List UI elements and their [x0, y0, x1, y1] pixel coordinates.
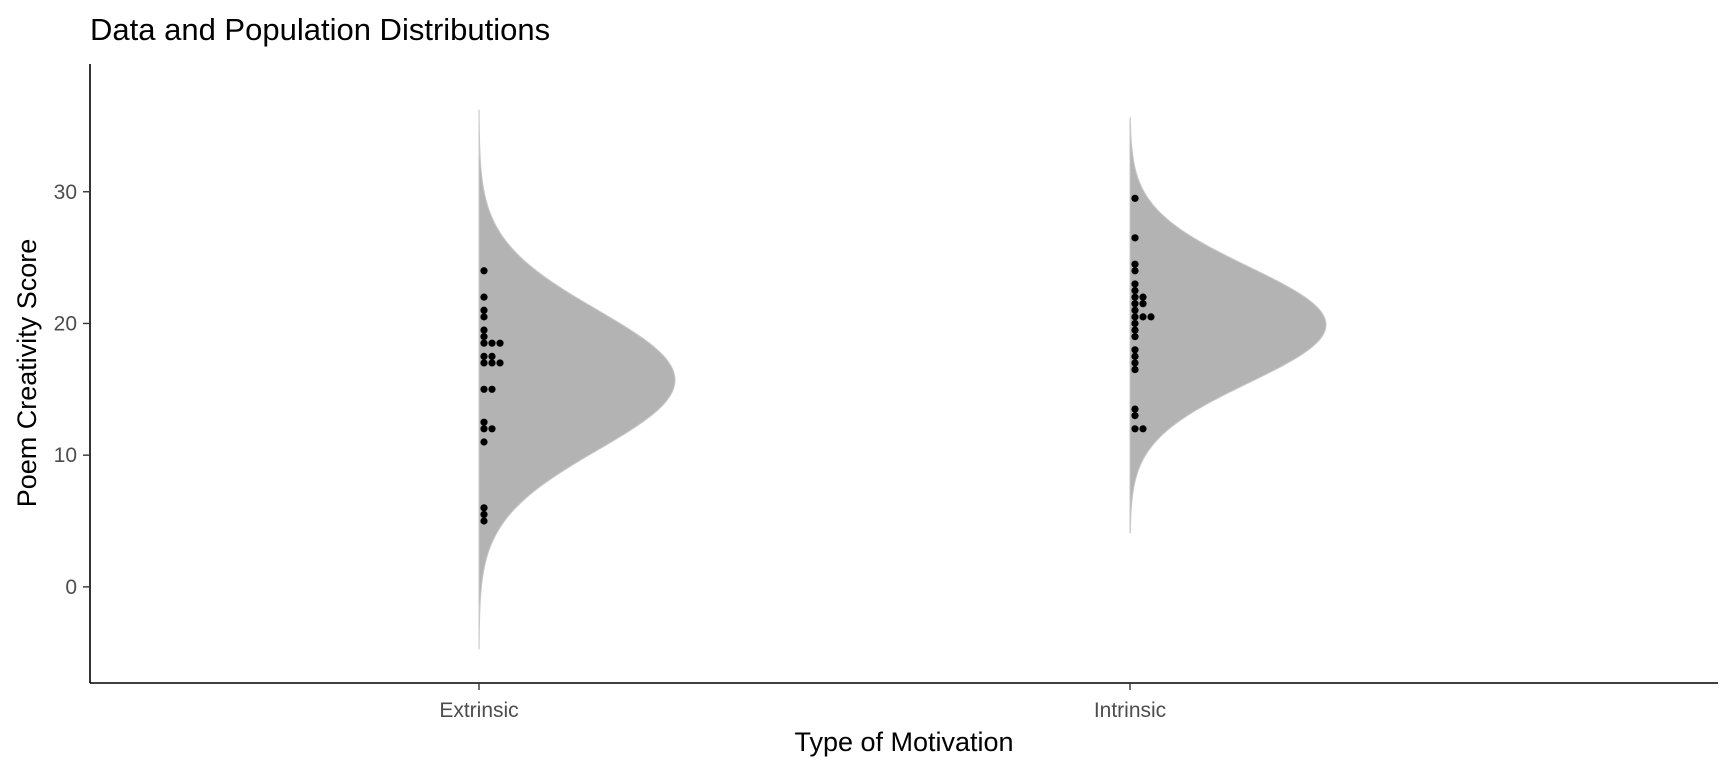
data-point: [1147, 313, 1155, 321]
data-point: [496, 359, 504, 367]
y-tick-label: 20: [54, 312, 77, 335]
data-point: [1131, 286, 1139, 295]
data-point: [1131, 333, 1139, 341]
data-point: [480, 504, 488, 512]
data-point: [1131, 293, 1139, 301]
y-tick-label: 30: [54, 181, 77, 204]
data-point: [480, 517, 488, 525]
density-extrinsic: [478, 109, 676, 650]
data-point: [488, 385, 496, 393]
x-tick-label: Extrinsic: [439, 699, 518, 722]
data-point: [488, 425, 496, 433]
y-tick-label: 0: [65, 576, 77, 599]
data-point: [1131, 194, 1139, 202]
data-point: [480, 267, 488, 275]
data-point: [1131, 425, 1139, 433]
data-point: [1139, 293, 1147, 301]
data-point: [1131, 280, 1139, 288]
data-point: [480, 359, 488, 367]
data-point: [1139, 300, 1147, 308]
data-point: [488, 339, 496, 347]
data-point: [480, 313, 488, 321]
data-point: [1131, 352, 1139, 360]
data-point: [1131, 365, 1139, 374]
density-intrinsic: [1129, 117, 1327, 534]
data-point: [480, 352, 488, 360]
y-tick-label: 10: [54, 444, 77, 467]
data-point: [480, 326, 488, 334]
data-point: [488, 352, 496, 360]
data-point: [1131, 412, 1139, 420]
data-point: [496, 339, 504, 347]
data-point: [1131, 359, 1139, 367]
data-point: [1131, 405, 1139, 413]
data-point: [1139, 313, 1147, 321]
y-axis-label: Poem Creativity Score: [12, 239, 42, 508]
data-point: [1139, 425, 1147, 433]
x-ticks: Extrinsic Intrinsic: [439, 683, 1166, 722]
data-point: [480, 425, 488, 433]
data-point: [480, 306, 488, 314]
data-point: [1131, 313, 1139, 321]
data-point: [1131, 234, 1139, 242]
density-layer: [478, 109, 1327, 650]
data-point: [480, 510, 488, 519]
data-point: [1131, 319, 1139, 328]
data-point: [480, 339, 488, 347]
data-point: [480, 438, 488, 446]
data-point: [1131, 267, 1139, 275]
data-point: [1131, 260, 1139, 268]
x-axis-label: Type of Motivation: [794, 727, 1013, 757]
data-point: [1131, 326, 1139, 334]
data-point: [1131, 306, 1139, 314]
data-point: [480, 333, 488, 341]
data-point: [1131, 346, 1139, 354]
data-point: [480, 293, 488, 301]
data-point: [1131, 300, 1139, 308]
data-point: [488, 359, 496, 367]
x-tick-label: Intrinsic: [1094, 699, 1166, 722]
y-ticks: 0 10 20 30: [54, 181, 90, 599]
data-point: [480, 385, 488, 393]
points-layer: [480, 194, 1155, 525]
chart-title: Data and Population Distributions: [90, 12, 550, 47]
data-point: [480, 418, 488, 426]
